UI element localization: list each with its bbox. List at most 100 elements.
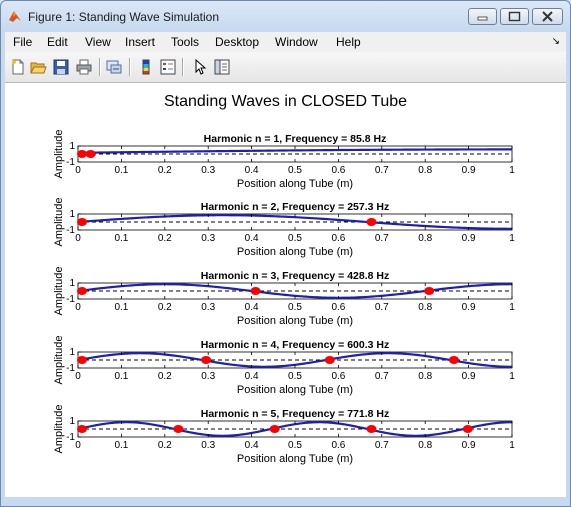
subplot-5-xtick-label: 0.1 [114, 440, 128, 451]
colorbar-icon[interactable] [137, 58, 155, 76]
subplot-5-xtick-label: 0.2 [158, 440, 172, 451]
menu-window[interactable]: Window [275, 35, 318, 49]
subplot-2-xtick-label: 0.4 [245, 233, 259, 244]
subplot-5-xtick-label: 0.4 [245, 440, 259, 451]
subplot-5-xtick-label: 0.6 [331, 440, 345, 451]
subplot-1-node-1 [77, 150, 87, 158]
subplots: Harmonic n = 1, Frequency = 85.8 Hz -1 1 0 0… [53, 130, 515, 465]
subplot-4-xtick-label: 1 [509, 371, 515, 382]
subplot-4-xtick-label: 0.7 [375, 371, 389, 382]
open-file-icon[interactable] [29, 58, 47, 76]
subplot-1-xtick-label: 0.3 [201, 165, 215, 176]
subplot-4-node-2 [201, 356, 212, 364]
close-button[interactable] [532, 8, 563, 25]
subplot-1-xtick-label: 0.9 [462, 165, 476, 176]
subplot-1-title: Harmonic n = 1, Frequency = 85.8 Hz [204, 133, 387, 145]
menu-desktop[interactable]: Desktop [215, 35, 260, 49]
subplot-5-node-3 [269, 425, 280, 433]
legend-icon[interactable] [159, 58, 177, 76]
subplot-1-xlabel: Position along Tube (m) [237, 178, 353, 190]
subplot-3-xtick-label: 0.4 [245, 302, 259, 313]
menu-insert[interactable]: Insert [125, 35, 156, 49]
subplot-1-xtick-label: 0.6 [331, 165, 345, 176]
subplot-2-title: Harmonic n = 2, Frequency = 257.3 Hz [201, 201, 390, 213]
menu-dock-arrow-icon[interactable]: ↘ [551, 36, 560, 47]
title-bar[interactable]: Figure 1: Standing Wave Simulation [1, 1, 570, 31]
subplot-3-title: Harmonic n = 3, Frequency = 428.8 Hz [201, 270, 390, 282]
subplot-3-xlabel: Position along Tube (m) [237, 315, 353, 327]
subplot-1-xtick-label: 0 [75, 165, 81, 176]
property-editor-icon[interactable] [213, 58, 231, 76]
subplot-4-title: Harmonic n = 4, Frequency = 600.3 Hz [201, 339, 390, 351]
subplot-4-xtick-label: 0.6 [331, 371, 345, 382]
subplot-3-node-2 [250, 287, 261, 295]
subplot-5-ytick-label: 1 [69, 416, 75, 427]
menu-view[interactable]: View [85, 35, 111, 49]
subplot-2-xtick-label: 0.2 [158, 233, 172, 244]
print-icon[interactable] [75, 58, 93, 76]
subplot-3-xtick-label: 0.9 [462, 302, 476, 313]
subplot-4-xtick-label: 0.2 [158, 371, 172, 382]
subplot-1-xtick-label: 0.1 [114, 165, 128, 176]
menu-tools[interactable]: Tools [171, 35, 200, 49]
subplot-5-ytick-label: -1 [66, 432, 75, 443]
subplot-2-ylabel: Amplitude [53, 198, 65, 247]
toolbar-separator [182, 58, 184, 76]
link-icon[interactable] [105, 58, 123, 76]
subplot-2-xtick-label: 0 [75, 233, 81, 244]
subplot-3-node-3 [424, 287, 435, 295]
subplot-4-xtick-label: 0.9 [462, 371, 476, 382]
menu-edit[interactable]: Edit [47, 35, 68, 49]
subplot-5-xlabel: Position along Tube (m) [237, 453, 353, 465]
menu-file[interactable]: File [13, 35, 33, 49]
subplot-5-xtick-label: 0.9 [462, 440, 476, 451]
subplot-4-xtick-label: 0.4 [245, 371, 259, 382]
minimize-icon [477, 16, 488, 21]
subplot-5-xtick-label: 0 [75, 440, 81, 451]
subplot-4-xtick-label: 0.1 [114, 371, 128, 382]
subplot-5-xtick-label: 0.7 [375, 440, 389, 451]
subplot-2-xtick-label: 0.6 [331, 233, 345, 244]
window-title: Figure 1: Standing Wave Simulation [28, 10, 219, 24]
subplot-3-xtick-label: 0.1 [114, 302, 128, 313]
subplot-4-xtick-label: 0.5 [288, 371, 302, 382]
subplot-5-node-4 [366, 425, 377, 433]
subplot-2-xtick-label: 0.8 [418, 233, 432, 244]
maximize-button[interactable] [500, 8, 529, 25]
new-figure-icon[interactable] [9, 58, 27, 76]
maximize-icon [508, 11, 521, 22]
subplot-4-ylabel: Amplitude [53, 336, 65, 385]
subplot-5-node-5 [462, 425, 473, 433]
save-icon[interactable] [52, 58, 70, 76]
toolbar-separator [99, 58, 101, 76]
subplot-5-xtick-label: 1 [509, 440, 515, 451]
subplot-5-xtick-label: 0.5 [288, 440, 302, 451]
pointer-icon[interactable] [191, 58, 209, 76]
subplot-1-wave-line [77, 148, 512, 154]
subplot-2-xtick-label: 0.5 [288, 233, 302, 244]
subplot-1-xtick-label: 0.4 [245, 165, 259, 176]
subplot-2-ytick-label: -1 [66, 225, 75, 236]
subplot-4-xtick-label: 0 [75, 371, 81, 382]
subplot-1-xtick-label: 0.7 [375, 165, 389, 176]
subplot-5-node-1 [77, 425, 87, 433]
subplot-1-xtick-label: 0.8 [418, 165, 432, 176]
subplot-5-node-2 [173, 425, 184, 433]
menu-help[interactable]: Help [336, 35, 361, 49]
subplot-1-ytick-label: -1 [66, 157, 75, 168]
figure-canvas: Standing Waves in CLOSED Tube Harmonic n… [5, 83, 566, 497]
subplot-2-xtick-label: 1 [509, 233, 515, 244]
figure-title: Standing Waves in CLOSED Tube [163, 93, 408, 110]
subplot-1-ytick-label: 1 [69, 141, 75, 152]
minimize-button[interactable] [468, 8, 497, 25]
subplot-5-wave-line [77, 421, 513, 437]
subplot-5-title: Harmonic n = 5, Frequency = 771.8 Hz [201, 408, 390, 420]
subplot-3-xtick-label: 0.5 [288, 302, 302, 313]
subplot-2-xtick-label: 0.1 [114, 233, 128, 244]
subplot-2-node-1 [77, 218, 87, 226]
subplot-4-xlabel: Position along Tube (m) [237, 384, 353, 396]
subplot-4-ytick-label: -1 [66, 363, 75, 374]
subplot-4-ytick-label: 1 [69, 347, 75, 358]
subplot-3-ylabel: Amplitude [53, 267, 65, 316]
